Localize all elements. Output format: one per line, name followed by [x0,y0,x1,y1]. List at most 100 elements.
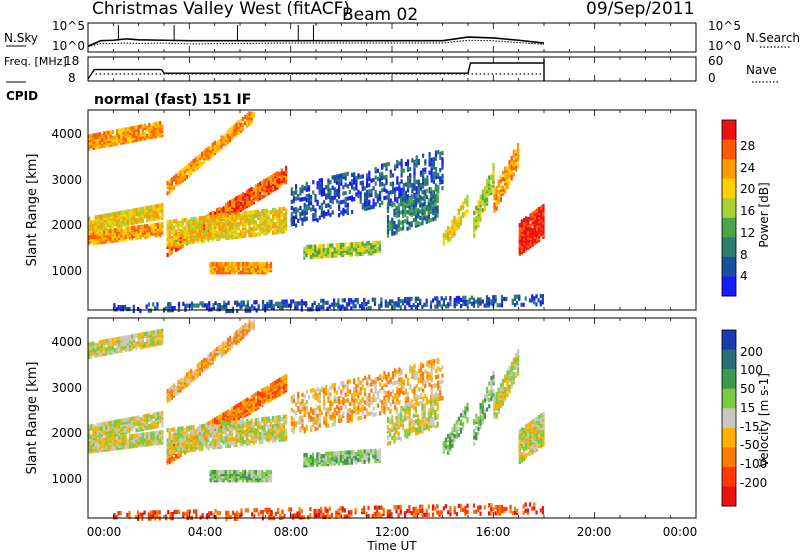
heatmap-cell [406,226,409,231]
heatmap-cell [425,217,428,222]
heatmap-cell [122,346,125,351]
velocity-heatmap [88,319,545,522]
heatmap-cell [305,194,308,199]
heatmap-cell [516,294,519,299]
heatmap-cell [531,298,534,303]
heatmap-cell [109,212,112,217]
heatmap-cell [356,298,359,303]
heatmap-cell [192,439,195,444]
heatmap-cell [311,252,315,257]
heatmap-cell [263,179,266,184]
heatmap-cell [432,211,435,216]
heatmap-cell [137,213,140,218]
heatmap-cell [389,201,392,207]
heatmap-cell [525,245,528,250]
heatmap-cell [436,300,439,305]
heatmap-cell [370,188,373,193]
heatmap-cell [348,298,351,303]
heatmap-cell [118,229,121,234]
heatmap-cell [98,232,101,237]
heatmap-cell [113,423,116,429]
heatmap-cell [190,227,193,232]
heatmap-cell [183,166,186,171]
heatmap-cell [259,196,262,201]
heatmap-cell [434,193,437,198]
heatmap-cell [518,241,521,246]
heatmap-cell [98,144,101,149]
heatmap-cell [210,307,213,312]
heatmap-cell [205,303,209,308]
heatmap-cell [278,178,281,183]
heatmap-cell [124,216,127,221]
heatmap-cell [209,146,212,151]
heatmap-cell [300,303,303,308]
heatmap-cell [434,187,437,192]
heatmap-cell [395,214,398,219]
heatmap-cell [105,421,108,426]
heatmap-cell [222,412,225,417]
heatmap-cell [365,241,368,246]
heatmap-cell [148,232,151,237]
heatmap-cell [233,197,236,202]
heatmap-cell [248,223,251,228]
heatmap-cell [201,359,204,364]
heatmap-cell [166,226,169,231]
heatmap-cell [385,178,388,184]
heatmap-cell [504,189,507,194]
heatmap-cell [252,111,255,116]
heatmap-cell [529,213,532,218]
heatmap-cell [344,197,347,202]
heatmap-cell [341,304,344,309]
heatmap-cell [183,444,186,449]
heatmap-cell [303,247,306,252]
heatmap-cell [272,207,275,213]
heatmap-cell [441,179,444,185]
heatmap-cell [231,225,234,230]
heatmap-cell [94,425,97,430]
heatmap-cell [168,387,171,392]
heatmap-cell [307,185,311,190]
heatmap-cell [126,137,129,142]
heatmap-cell [175,453,178,458]
heatmap-cell [131,232,134,237]
heatmap-cell [233,226,236,231]
heatmap-cell [201,363,204,368]
colorbar-segment [722,139,736,160]
heatmap-cell [488,192,491,197]
heatmap-cell [282,171,285,176]
heatmap-cell [410,296,413,301]
heatmap-cell [229,200,232,205]
heatmap-cell [241,202,245,207]
heatmap-cell [294,301,297,306]
heatmap-cell [103,143,106,148]
heatmap-cell [399,202,403,207]
heatmap-cell [188,433,191,438]
heatmap-cell [94,230,97,235]
heatmap-cell [421,196,424,201]
heatmap-cell [344,190,347,196]
heatmap-cell [98,422,101,427]
heatmap-cell [339,242,343,247]
heatmap-cell [404,208,407,213]
heatmap-cell [361,182,364,187]
heatmap-cell [92,137,95,142]
heatmap-cell [412,203,415,208]
heatmap-cell [144,134,147,139]
heatmap-cell [241,329,245,334]
heatmap-cell [216,445,219,450]
heatmap-cell [370,243,373,248]
heatmap-cell [144,331,147,336]
heatmap-cell [186,303,189,308]
heatmap-cell [207,223,210,228]
heatmap-cell [400,191,403,196]
heatmap-cell [248,111,251,116]
heatmap-cell [335,174,339,179]
heatmap-cell [252,319,255,324]
heatmap-cell [368,189,371,194]
heatmap-cell [310,201,313,206]
heatmap-cell [211,237,214,242]
heatmap-cell [504,185,507,190]
power-y-tick: 4000 [51,127,82,141]
heatmap-cell [520,302,523,307]
heatmap-cell [211,350,214,355]
